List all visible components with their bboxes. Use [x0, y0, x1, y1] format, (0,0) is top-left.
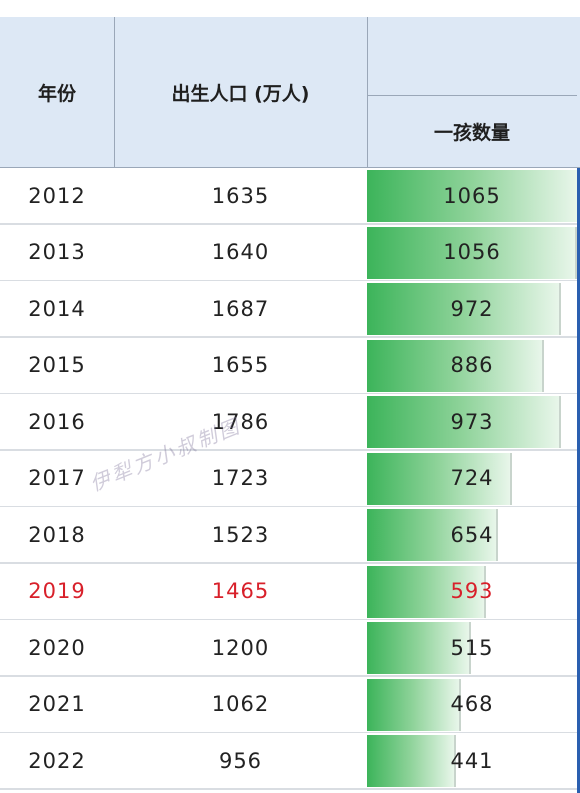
first-child-bar — [367, 396, 561, 448]
cell-births: 1723 — [211, 466, 270, 490]
table-header: 年份 出生人口 (万人) 一孩数量 — [0, 17, 580, 167]
first-child-bar — [367, 565, 486, 618]
first-child-bar — [367, 509, 498, 561]
first-child-bar — [367, 678, 461, 731]
cell-year: 2016 — [28, 409, 86, 434]
cell-first-child: 1065 — [443, 183, 501, 208]
table-row: 2013 1640 1056 — [0, 224, 580, 282]
cell-year: 2017 — [28, 466, 86, 490]
cell-year: 2022 — [28, 748, 86, 773]
table-row: 2019 1465 593 — [0, 563, 580, 621]
cell-first-child: 1056 — [443, 240, 501, 264]
cell-first-child: 441 — [450, 748, 494, 773]
first-child-bar — [367, 735, 456, 787]
cell-births: 1062 — [211, 692, 270, 716]
header-divider-1 — [114, 17, 115, 167]
header-year: 年份 — [37, 82, 76, 105]
cell-first-child: 468 — [450, 692, 494, 716]
first-child-bar — [367, 452, 512, 505]
header-bottom-line — [0, 167, 580, 168]
cell-births: 1786 — [211, 409, 270, 434]
cell-year: 2018 — [28, 522, 86, 547]
cell-first-child: 973 — [450, 409, 494, 434]
table-row: 2015 1655 886 — [0, 337, 580, 395]
header-divider-2 — [367, 17, 368, 167]
table-row: 2020 1200 515 — [0, 620, 580, 677]
first-child-bar — [367, 283, 561, 335]
table-right-edge — [577, 168, 580, 793]
cell-year: 2015 — [28, 353, 86, 377]
table-row: 2016 1786 973 — [0, 394, 580, 451]
cell-year: 2013 — [28, 240, 86, 264]
cell-births: 1523 — [211, 522, 270, 547]
table-row: 2018 1523 654 — [0, 507, 580, 564]
cell-first-child: 724 — [450, 466, 494, 490]
first-child-bar — [367, 226, 577, 279]
cell-year: 2020 — [28, 635, 86, 660]
top-strip — [0, 0, 580, 18]
first-child-bar — [367, 170, 579, 222]
cell-year: 2012 — [28, 183, 86, 208]
cell-first-child: 515 — [450, 635, 494, 660]
cell-births: 1687 — [211, 296, 270, 321]
cell-births: 1655 — [211, 353, 270, 377]
cell-births: 1635 — [211, 183, 270, 208]
table-row: 2014 1687 972 — [0, 281, 580, 338]
cell-first-child: 593 — [450, 579, 494, 603]
cell-births: 1640 — [211, 240, 270, 264]
first-child-bar — [367, 622, 471, 674]
table-row: 2022 956 441 — [0, 733, 580, 790]
cell-births: 1465 — [211, 579, 270, 603]
cell-year: 2021 — [28, 692, 86, 716]
first-child-bar — [367, 339, 544, 392]
header-subdivider — [367, 95, 577, 96]
cell-births: 1200 — [211, 635, 270, 660]
cell-first-child: 972 — [450, 296, 494, 321]
cell-first-child: 886 — [450, 353, 494, 377]
table-row: 2012 1635 1065 — [0, 168, 580, 225]
table-row: 2021 1062 468 — [0, 676, 580, 734]
cell-year: 2014 — [28, 296, 86, 321]
cell-births: 956 — [218, 748, 263, 773]
cell-year: 2019 — [28, 579, 86, 603]
table-row: 2017 1723 724 — [0, 450, 580, 508]
header-first-child: 一孩数量 — [433, 121, 510, 144]
header-births: 出生人口 (万人) — [171, 82, 310, 105]
cell-first-child: 654 — [450, 522, 494, 547]
